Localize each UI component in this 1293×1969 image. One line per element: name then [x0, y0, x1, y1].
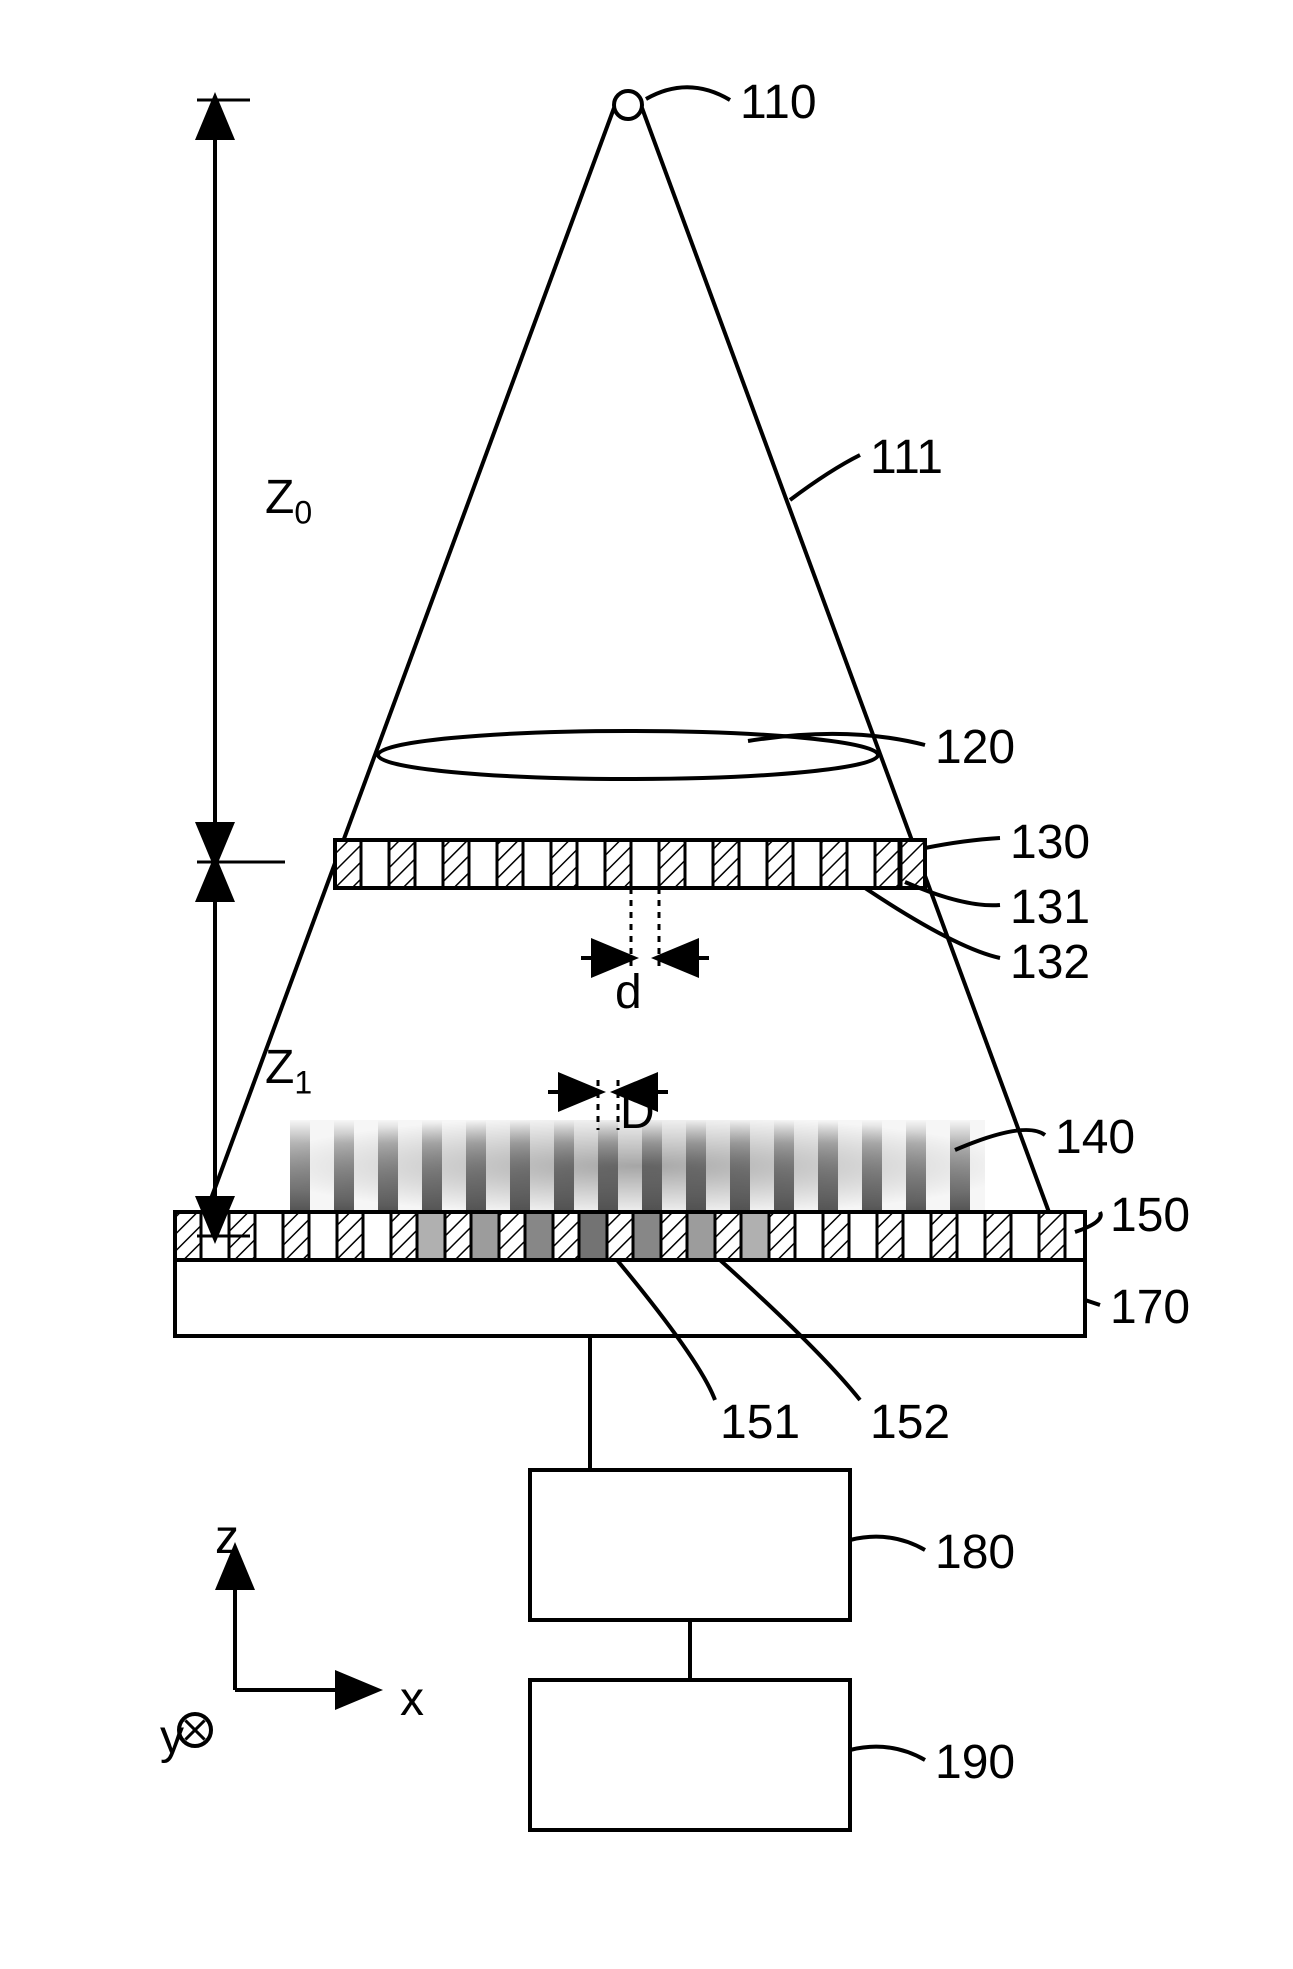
label-190: 190 [935, 1735, 1015, 1790]
label-d-small: d [615, 965, 642, 1020]
label-152: 152 [870, 1395, 950, 1450]
label-d-big: D [620, 1085, 655, 1140]
label-z0: Z0 [265, 470, 312, 532]
label-140: 140 [1055, 1110, 1135, 1165]
label-151: 151 [720, 1395, 800, 1450]
label-111: 111 [870, 430, 943, 485]
label-z1: Z1 [265, 1040, 312, 1102]
label-110: 110 [740, 75, 817, 130]
label-132: 132 [1010, 935, 1090, 990]
label-170: 170 [1110, 1280, 1190, 1335]
axis-label-x: x [400, 1672, 424, 1727]
label-150: 150 [1110, 1188, 1190, 1243]
axis-label-z: z [215, 1510, 239, 1565]
label-120: 120 [935, 720, 1015, 775]
label-180: 180 [935, 1525, 1015, 1580]
axis-label-y: y [160, 1710, 184, 1765]
label-130: 130 [1010, 815, 1090, 870]
label-131: 131 [1010, 880, 1090, 935]
figure-svg [0, 0, 1293, 1969]
